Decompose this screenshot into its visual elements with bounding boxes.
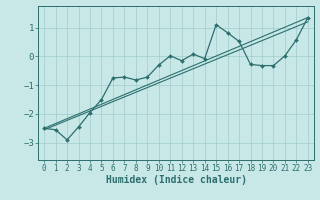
X-axis label: Humidex (Indice chaleur): Humidex (Indice chaleur)	[106, 175, 246, 185]
